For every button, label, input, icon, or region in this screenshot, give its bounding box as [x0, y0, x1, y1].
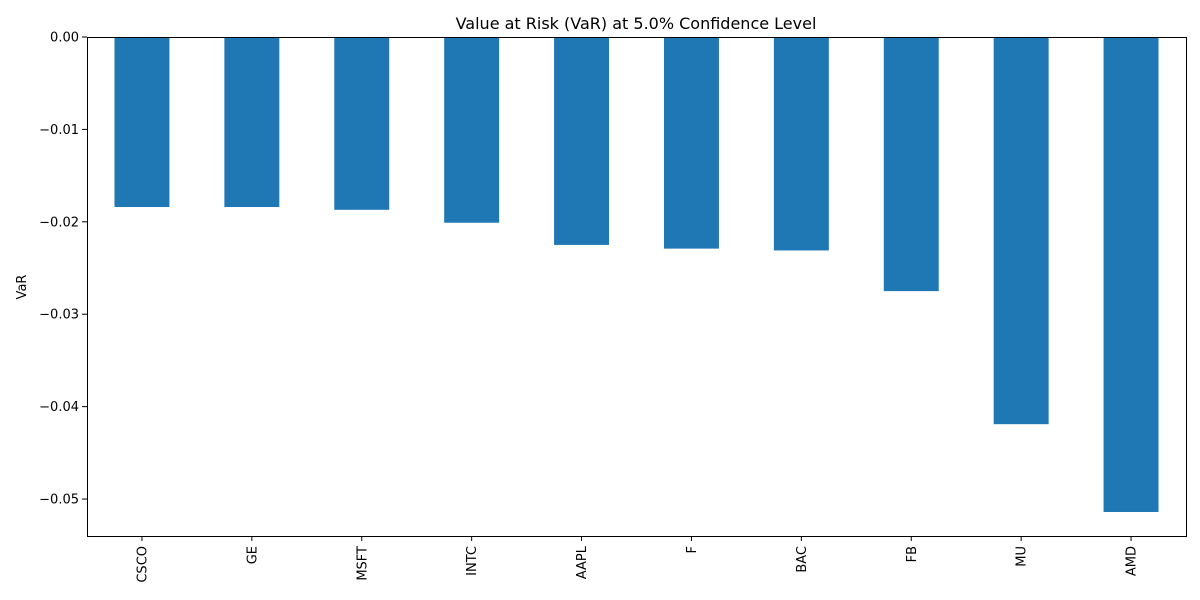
x-tick-label: F: [685, 546, 700, 553]
x-tick-label: CSCO: [135, 546, 150, 583]
bar-mu: [993, 37, 1049, 425]
plot-area-frame: [87, 37, 1187, 537]
y-tick-label: −0.03: [39, 308, 79, 323]
bar-fb: [883, 37, 939, 292]
x-axis-ticks: CSCO GE MSFT INTC AAPL F BAC FB MU AMD: [135, 536, 1140, 583]
x-tick-label: MU: [1015, 546, 1030, 567]
bar-intc: [444, 37, 500, 223]
y-axis-ticks: 0.00 −0.01 −0.02 −0.03 −0.04 −0.05: [39, 31, 87, 508]
chart-title: Value at Risk (VaR) at 5.0% Confidence L…: [456, 14, 817, 33]
bar-msft: [334, 37, 390, 210]
bar-f: [663, 37, 719, 249]
x-tick-label: BAC: [795, 546, 810, 573]
x-tick-label: INTC: [465, 546, 480, 576]
bar-ge: [224, 37, 280, 208]
x-tick-label: FB: [905, 546, 920, 562]
bar-bac: [773, 37, 829, 251]
bar-csco: [114, 37, 170, 208]
y-tick-label: −0.04: [39, 400, 79, 415]
y-axis-label: VaR: [15, 275, 30, 300]
bar-amd: [1103, 37, 1159, 512]
y-tick-label: −0.02: [39, 215, 79, 230]
bar-aapl: [554, 37, 610, 245]
x-tick-label: AAPL: [575, 545, 590, 579]
bars-group: [114, 37, 1159, 512]
x-tick-label: MSFT: [355, 546, 370, 581]
y-tick-label: −0.01: [39, 123, 79, 138]
x-tick-label: GE: [245, 546, 260, 564]
x-tick-label: AMD: [1125, 546, 1140, 576]
y-tick-label: 0.00: [50, 31, 79, 46]
y-tick-label: −0.05: [39, 493, 79, 508]
